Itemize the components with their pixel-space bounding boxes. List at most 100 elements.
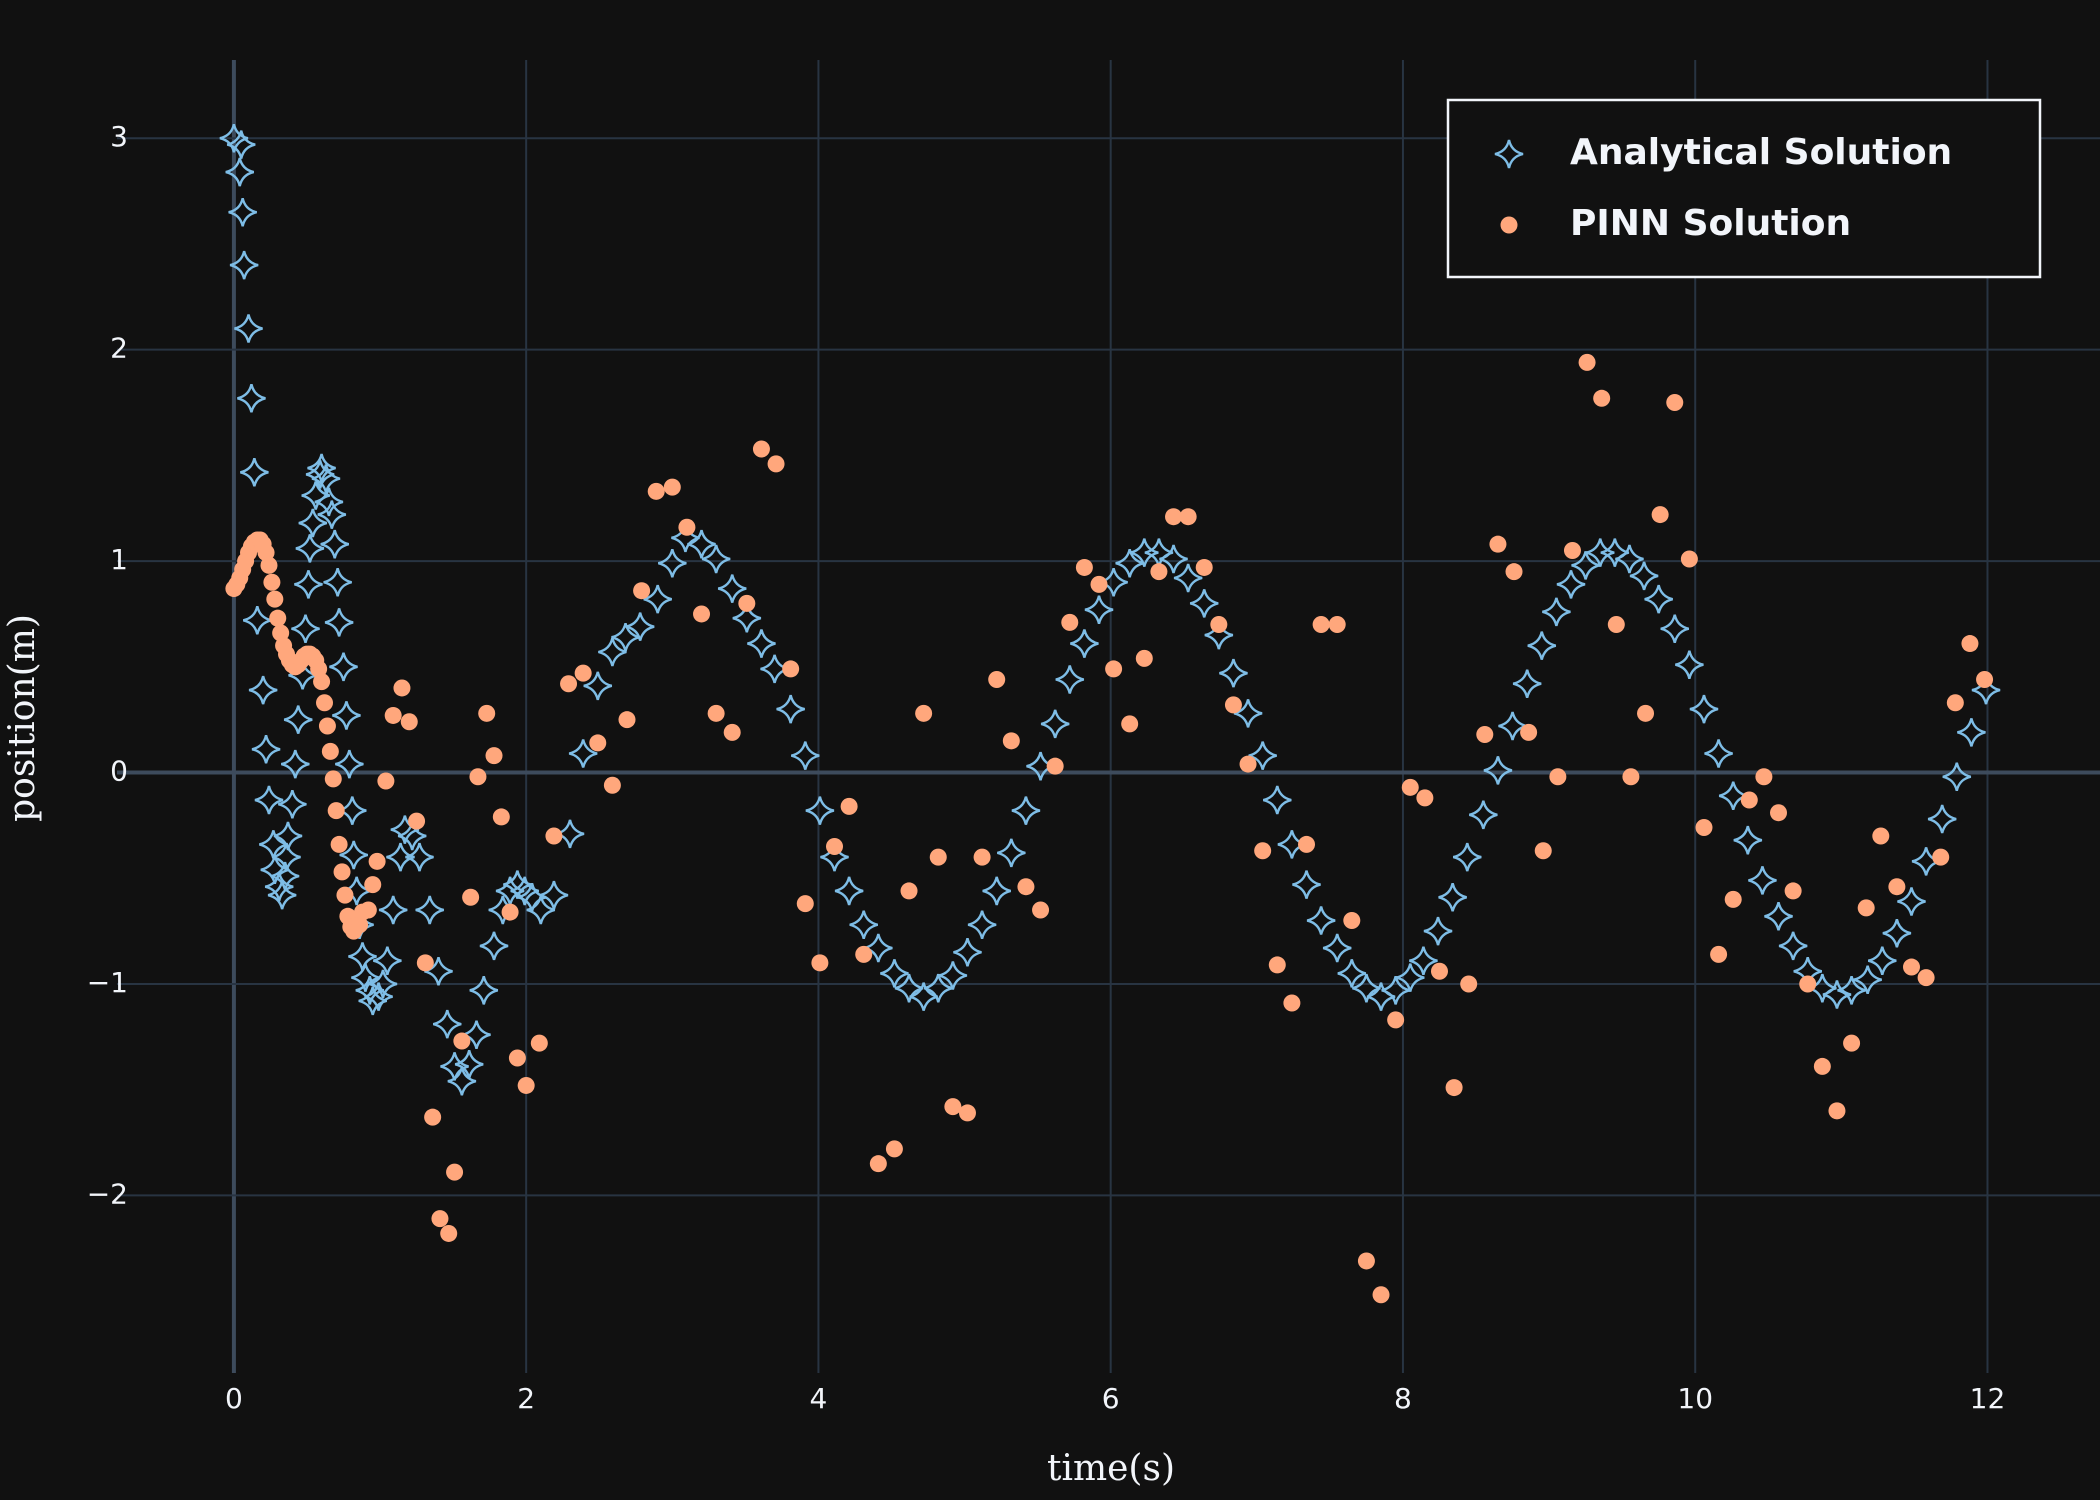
data-point [1563, 542, 1581, 560]
data-point [310, 660, 328, 678]
data-point [1615, 544, 1644, 574]
data-point [1189, 589, 1219, 618]
data-point [1622, 768, 1640, 786]
data-point [508, 1049, 526, 1067]
data-point [1784, 882, 1802, 900]
data-point [364, 982, 393, 1011]
data-point [1352, 973, 1381, 1003]
data-point [738, 594, 756, 612]
data-point [229, 250, 259, 280]
data-point [1483, 756, 1513, 785]
data-point [254, 785, 284, 815]
data-point [1957, 718, 1986, 747]
data-point [1438, 882, 1467, 912]
data-point [501, 903, 519, 921]
data-point [321, 742, 339, 760]
data-point [317, 500, 347, 529]
data-point [625, 612, 655, 641]
data-point [272, 624, 290, 642]
data-point [386, 842, 415, 872]
data-point [1262, 785, 1292, 815]
data-point [1942, 762, 1972, 792]
legend-marker [1494, 139, 1524, 169]
data-point [1322, 933, 1352, 963]
data-point [1917, 969, 1935, 987]
x-tick-label: 12 [1970, 1382, 2006, 1415]
data-point [251, 734, 281, 764]
data-point [228, 197, 257, 227]
data-point [1055, 665, 1085, 694]
data-point [717, 574, 747, 603]
data-point [333, 863, 351, 881]
data-point [1927, 804, 1957, 834]
data-point [431, 1210, 449, 1228]
data-point [1549, 768, 1567, 786]
data-point [1090, 575, 1108, 593]
data-point [1075, 558, 1093, 576]
data-point [1210, 616, 1228, 634]
data-point [273, 821, 303, 851]
data-point [1416, 789, 1434, 807]
series-1 [225, 353, 1994, 1304]
data-point [454, 1050, 484, 1079]
data-point [1219, 658, 1248, 688]
data-point [469, 976, 499, 1005]
data-point [589, 734, 607, 752]
data-point [782, 660, 800, 678]
data-point [1607, 616, 1625, 634]
data-point [1292, 870, 1321, 899]
data-point [1032, 901, 1050, 919]
data-point [1121, 715, 1139, 733]
data-point [263, 573, 281, 591]
data-point [574, 664, 592, 682]
data-point [1011, 796, 1041, 825]
data-point [291, 614, 320, 644]
data-point [1070, 629, 1099, 658]
data-point [446, 1163, 464, 1181]
data-point [840, 797, 858, 815]
data-point [330, 835, 348, 853]
data-point [1046, 757, 1064, 775]
data-point [909, 982, 938, 1011]
data-point [618, 711, 636, 729]
data-point [1971, 675, 2001, 705]
data-point [1173, 563, 1203, 593]
data-point [790, 741, 820, 770]
data-point [530, 1034, 548, 1052]
data-point [327, 802, 345, 820]
data-point [1932, 848, 1950, 866]
data-point [1489, 535, 1507, 553]
data-point [1395, 963, 1425, 992]
data-point [1476, 725, 1494, 743]
data-point [1882, 918, 1912, 948]
data-point [526, 895, 556, 925]
data-point [368, 969, 398, 999]
legend: Analytical Solution PINN Solution [1446, 98, 2042, 279]
data-point [929, 848, 947, 866]
data-point [323, 567, 352, 597]
data-point [462, 1020, 491, 1050]
data-point [834, 876, 864, 906]
data-point [351, 963, 380, 992]
data-point [1224, 696, 1242, 714]
data-point [269, 609, 287, 627]
data-point [997, 838, 1026, 868]
data-point [424, 1108, 442, 1126]
data-point [313, 673, 331, 691]
data-point [1387, 1011, 1405, 1029]
data-point [894, 973, 924, 1003]
data-point [415, 895, 445, 925]
data-point [248, 675, 278, 705]
data-point [1312, 616, 1330, 634]
data-point [1165, 508, 1183, 526]
data-point [492, 808, 510, 826]
data-point [611, 622, 640, 652]
data-point [1135, 649, 1153, 667]
data-point [687, 529, 716, 559]
data-point [1328, 616, 1346, 634]
data-point [657, 548, 687, 578]
legend-label: Analytical Solution [1570, 132, 1952, 173]
data-point [1017, 878, 1035, 896]
data-point [849, 910, 879, 940]
